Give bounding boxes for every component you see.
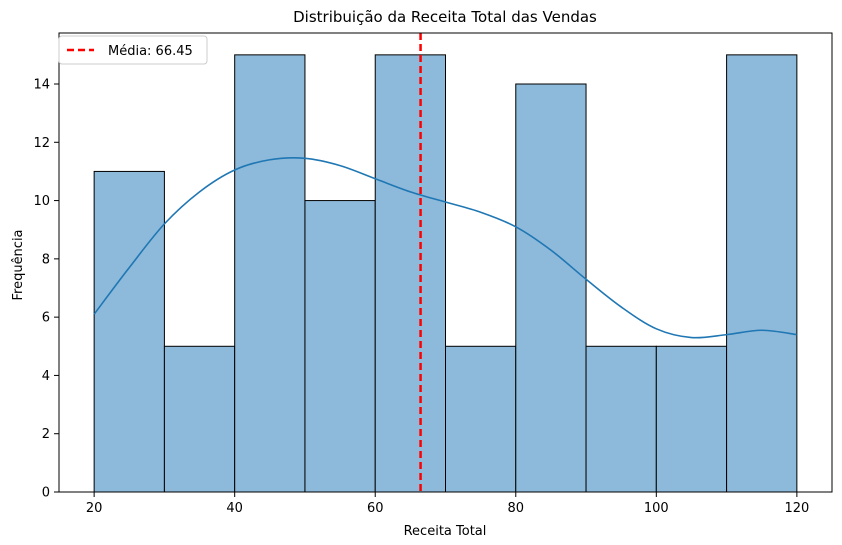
legend-mean-label: Média: 66.45 [108, 44, 193, 59]
y-tick-label-4: 4 [42, 369, 50, 384]
x-tick-label-40: 40 [226, 501, 243, 516]
histogram-bar-5 [374, 54, 446, 493]
histogram-bar-3 [234, 54, 306, 493]
x-axis-label: Receita Total [404, 524, 487, 539]
x-tick-label-20: 20 [86, 501, 103, 516]
histogram-bar-7 [515, 83, 587, 493]
x-tick-label-60: 60 [367, 501, 384, 516]
y-tick-label-14: 14 [33, 78, 50, 93]
histogram-bar-1 [93, 170, 165, 493]
y-tick-label-6: 6 [42, 311, 50, 326]
x-tick-label-80: 80 [507, 501, 524, 516]
y-tick-label-10: 10 [33, 194, 50, 209]
plot-frame [58, 32, 833, 493]
kde-curve-group [93, 157, 797, 339]
y-tick-label-8: 8 [42, 252, 50, 267]
histogram-bar-4 [304, 200, 376, 493]
legend-box [58, 35, 208, 65]
histogram-bar-6 [445, 345, 517, 493]
histogram-bar-2 [163, 345, 236, 493]
x-axis-ticks: 20 40 60 80 100 120 [86, 492, 809, 516]
y-axis-ticks: 0 2 4 6 8 10 12 14 [33, 78, 59, 501]
histogram-bar-9 [655, 345, 728, 493]
histogram-bar-10 [726, 54, 798, 493]
y-tick-label-2: 2 [42, 427, 50, 442]
axes-frame [58, 32, 833, 493]
histogram-bars [93, 54, 798, 493]
y-axis-label: Frequência [11, 229, 26, 300]
histogram-bar-8 [585, 345, 657, 493]
chart-title: Distribuição da Receita Total das Vendas [293, 8, 597, 26]
legend: Média: 66.45 [58, 35, 208, 65]
y-tick-label-12: 12 [33, 136, 50, 151]
y-tick-label-0: 0 [42, 486, 50, 501]
kde-curve [93, 157, 797, 339]
x-tick-label-100: 100 [644, 501, 669, 516]
x-tick-label-120: 120 [784, 501, 809, 516]
